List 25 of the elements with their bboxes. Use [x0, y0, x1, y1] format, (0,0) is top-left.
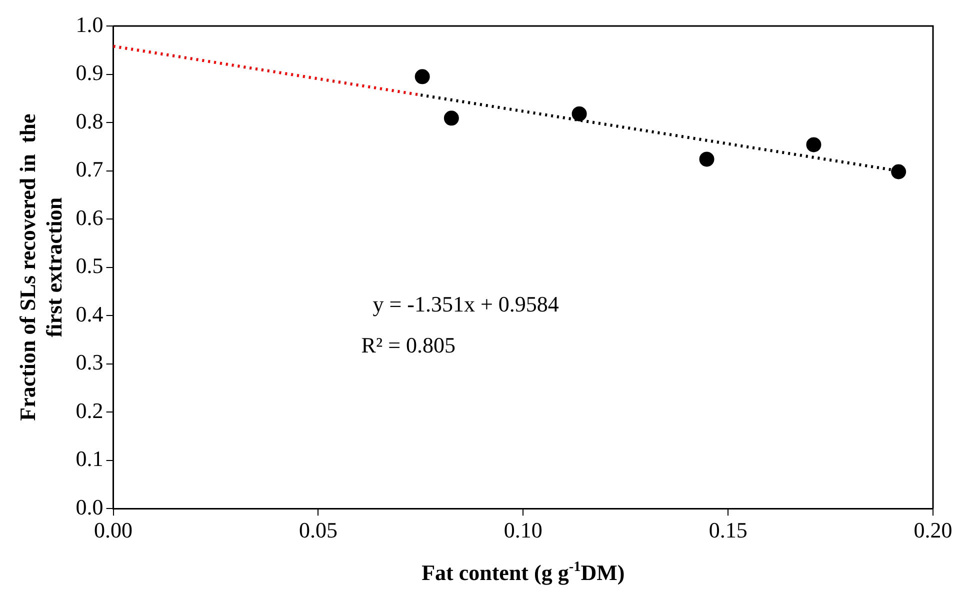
point [806, 137, 822, 152]
y-tick-label: 0.2 [76, 398, 104, 423]
y-axis-title: Fraction of SLs recovered in the first extraction [14, 113, 66, 421]
point [444, 110, 459, 126]
y-tick-label: 0.0 [76, 494, 104, 520]
x-tick-label: 0.20 [914, 518, 952, 543]
annotation: y = -1.351x + 0.9584 [372, 292, 559, 317]
point [572, 106, 587, 122]
point [414, 69, 430, 84]
y-tick-label: 0.7 [76, 156, 104, 182]
point [699, 152, 714, 167]
y-tick-label: 0.6 [76, 204, 104, 230]
y-tick-label: 0.4 [76, 301, 104, 326]
x-tick-label: 0.00 [94, 518, 133, 543]
annotation: R² = 0.805 [361, 332, 456, 358]
y-tick-label: 0.5 [76, 253, 104, 278]
x-tick-label: 0.05 [298, 518, 338, 543]
point [891, 164, 906, 180]
y-tick-label: 0.1 [76, 446, 104, 472]
y-tick-label: 0.3 [76, 350, 104, 375]
x-tick-label: 0.15 [708, 518, 748, 543]
y-tick-label: 1.0 [76, 12, 104, 37]
x-tick-label: 0.10 [504, 518, 542, 543]
y-tick-label: 0.9 [76, 60, 104, 86]
y-tick-label: 0.8 [76, 108, 104, 134]
